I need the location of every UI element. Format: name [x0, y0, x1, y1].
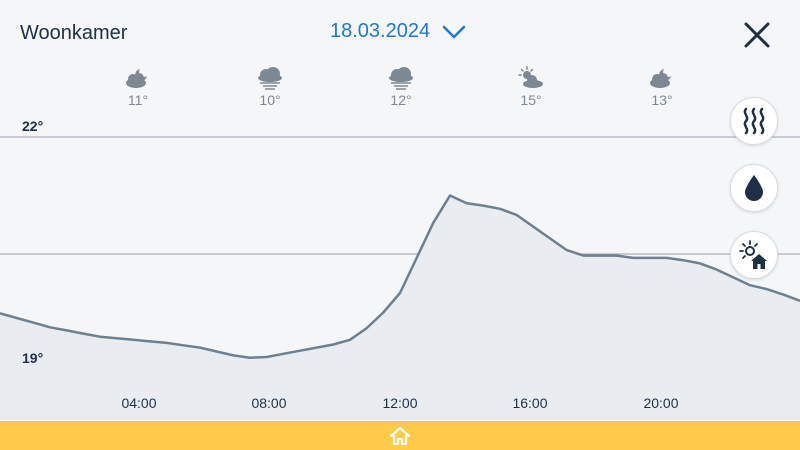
room-title: Woonkamer	[20, 22, 128, 44]
data-point	[0, 312, 1, 314]
partly-sunny-icon	[518, 66, 543, 88]
data-point	[499, 208, 501, 210]
data-point	[182, 344, 184, 346]
header: Woonkamer 18.03.2024	[0, 0, 800, 60]
data-point	[49, 326, 51, 328]
forecast-temp: 11°	[127, 92, 149, 108]
data-point	[699, 262, 701, 264]
humidity-drop-icon	[745, 175, 763, 201]
forecast-temp: 13°	[651, 92, 673, 108]
heating-button[interactable]	[730, 97, 778, 145]
data-point	[149, 340, 151, 342]
data-point	[732, 276, 734, 278]
forecast-item: 13°	[632, 66, 692, 108]
xtick-label: 08:00	[251, 395, 287, 411]
data-point	[99, 336, 101, 338]
partly-cloudy-night-icon	[650, 69, 671, 88]
data-point	[632, 257, 634, 259]
data-point	[349, 339, 351, 341]
xtick-label: 20:00	[643, 395, 679, 411]
close-icon[interactable]	[740, 18, 774, 52]
fog-icon	[258, 67, 282, 90]
chevron-down-icon	[442, 25, 466, 38]
data-point	[582, 254, 584, 257]
data-point	[616, 254, 618, 257]
outdoor-sun-home-icon	[739, 240, 767, 269]
data-point	[282, 353, 284, 355]
data-point	[716, 269, 718, 271]
data-point	[266, 356, 268, 358]
forecast-temp: 10°	[259, 92, 281, 108]
data-point	[316, 347, 318, 349]
data-point	[299, 350, 301, 352]
data-point	[549, 237, 551, 239]
forecast-temp: 15°	[520, 92, 542, 108]
forecast-item: 10°	[240, 66, 300, 108]
forecast-temp: 12°	[390, 92, 412, 108]
data-point	[66, 329, 68, 332]
temperature-chart-svg	[0, 136, 800, 420]
data-point	[232, 354, 234, 356]
data-point	[16, 317, 18, 319]
data-point	[766, 288, 768, 290]
data-point	[782, 293, 784, 296]
data-point	[666, 257, 668, 259]
data-point	[432, 222, 434, 224]
heating-icon	[743, 107, 765, 135]
ytick-label-top: 22°	[22, 118, 44, 134]
data-point	[516, 214, 518, 216]
ytick-label-bottom: 19°	[22, 350, 44, 366]
data-point	[132, 339, 134, 341]
data-point	[566, 249, 568, 251]
data-point	[32, 322, 34, 324]
forecast-item: 11°	[108, 66, 168, 108]
data-point	[332, 343, 334, 346]
data-point	[382, 311, 384, 314]
data-point	[682, 259, 684, 261]
fog-icon	[389, 67, 413, 90]
xtick-label: 04:00	[121, 395, 157, 411]
data-point	[466, 202, 468, 204]
forecast-item: 12°	[371, 66, 431, 108]
data-point	[532, 226, 534, 228]
data-point	[249, 357, 251, 359]
data-point	[366, 327, 368, 329]
home-icon	[390, 426, 410, 445]
data-point	[449, 194, 451, 197]
temperature-chart: 22° 19° 04:00 08:00 12:00 16:00 20:00	[0, 118, 800, 420]
data-point	[749, 284, 751, 286]
outdoor-button[interactable]	[730, 231, 778, 279]
data-point	[649, 257, 651, 259]
xtick-label: 12:00	[382, 395, 418, 411]
forecast-item: 15°	[501, 66, 561, 108]
data-point	[116, 337, 118, 339]
data-point	[482, 205, 484, 207]
date-picker[interactable]: 18.03.2024	[330, 20, 466, 43]
data-point	[82, 332, 84, 335]
weather-forecast: 11° 10° 12° 15°	[0, 66, 800, 116]
data-point	[199, 347, 201, 349]
data-point	[599, 254, 601, 257]
home-bar[interactable]	[0, 421, 800, 450]
date-label: 18.03.2024	[330, 20, 431, 42]
data-point	[166, 342, 168, 344]
data-point	[216, 350, 218, 353]
data-point	[399, 292, 401, 294]
partly-cloudy-night-icon	[126, 69, 147, 88]
temperature-area	[0, 195, 800, 420]
data-point	[416, 257, 418, 259]
xtick-label: 16:00	[512, 395, 548, 411]
humidity-button[interactable]	[730, 164, 778, 212]
